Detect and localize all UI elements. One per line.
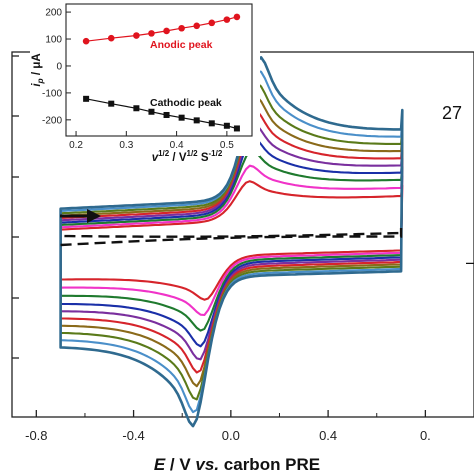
blank-dashed-curve: [60, 228, 403, 247]
inset-background: [30, 2, 260, 156]
main-x-axis-title: E / V vs. carbon PRE: [154, 455, 320, 474]
inset-x-tick-label: 0.2: [69, 140, 83, 151]
inset-series: [82, 13, 241, 132]
inset-x-tick-label: 0.5: [220, 140, 234, 151]
main-y-ticks: [12, 55, 19, 359]
main-x-tick-label: -0.8: [25, 428, 47, 443]
inset-line-cathodic: [85, 98, 238, 130]
x-axis-title-reference: carbon PRE: [219, 455, 320, 474]
inset-point-cathodic: [163, 111, 170, 118]
inset-frame: [65, 3, 253, 137]
inset-y-tick-label: 200: [45, 8, 62, 19]
inset-point-anodic: [193, 22, 201, 30]
inset-point-anodic: [178, 24, 185, 32]
main-x-tick-label: 0.: [420, 428, 431, 443]
inset-x-tick-label: 0.4: [170, 140, 184, 151]
edge-annotation-27: 27: [442, 103, 462, 123]
inset-point-cathodic: [148, 108, 155, 115]
main-x-ticks: [35, 410, 427, 417]
inset-point-cathodic: [208, 120, 215, 127]
inset-point-anodic: [223, 16, 231, 23]
inset-label-cathodic: Cathodic peak: [150, 97, 222, 109]
inset-point-cathodic: [83, 95, 90, 102]
main-x-tick-label: 0.4: [319, 428, 337, 443]
inset-x-axis-title: v1/2 / V1/2 S-1/2: [152, 149, 223, 164]
edge-annotation-tick: –: [466, 252, 474, 272]
main-plot: -0.8 -0.4 0.0 0.4 0. 27 –: [11, 51, 474, 443]
inset-plot: -200 -100 0 100 200 0.2 0.3 0.4 0.5 Anodic peak…: [30, 2, 260, 164]
scan-direction-arrow: [60, 209, 101, 223]
inset-point-cathodic: [178, 114, 185, 121]
inset-point-anodic: [208, 19, 216, 27]
inset-point-anodic: [148, 30, 155, 37]
cv-curve-10: [59, 56, 404, 428]
x-axis-title-vs: vs.: [195, 455, 219, 474]
x-axis-title-symbol: E: [154, 455, 166, 474]
inset-point-cathodic: [233, 125, 240, 132]
inset-line-anodic: [86, 16, 238, 42]
main-x-tick-label: -0.4: [122, 428, 144, 443]
inset-y-tick-label: -100: [42, 88, 62, 99]
inset-point-cathodic: [133, 105, 140, 112]
x-axis-title-unit: / V: [165, 455, 195, 474]
inset-y-axis-title: ip / μA: [31, 53, 45, 86]
inset-point-cathodic: [193, 117, 200, 124]
inset-point-anodic: [107, 34, 115, 42]
inset-point-anodic: [82, 37, 90, 45]
inset-point-anodic: [133, 32, 140, 39]
inset-x-tick-label: 0.3: [119, 140, 133, 151]
inset-point-cathodic: [108, 100, 115, 107]
main-x-tick-label: 0.0: [222, 428, 240, 443]
inset-y-tick-label: 0: [56, 61, 62, 72]
main-x-tick-labels: -0.8 -0.4 0.0 0.4 0.: [25, 428, 431, 443]
inset-x-ticks: 0.2 0.3 0.4 0.5: [69, 131, 234, 151]
inset-label-anodic: Anodic peak: [150, 39, 213, 51]
cv-curves: [59, 56, 404, 428]
inset-point-cathodic: [223, 122, 230, 129]
inset-y-tick-label: 100: [45, 35, 62, 46]
inset-y-ticks: -200 -100 0 100 200: [42, 8, 71, 126]
inset-point-anodic: [163, 27, 170, 35]
inset-point-anodic: [233, 13, 241, 21]
inset-y-tick-label: -200: [42, 115, 62, 126]
